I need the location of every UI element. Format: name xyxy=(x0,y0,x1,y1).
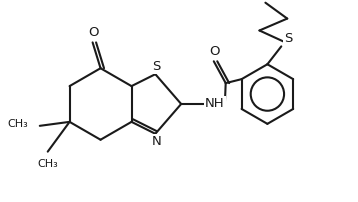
Text: CH₃: CH₃ xyxy=(7,119,28,129)
Text: N: N xyxy=(151,135,161,148)
Text: NH: NH xyxy=(205,98,225,110)
Text: O: O xyxy=(209,45,220,58)
Text: CH₃: CH₃ xyxy=(37,159,58,168)
Text: S: S xyxy=(152,60,160,73)
Text: O: O xyxy=(88,26,99,39)
Text: S: S xyxy=(284,32,292,45)
